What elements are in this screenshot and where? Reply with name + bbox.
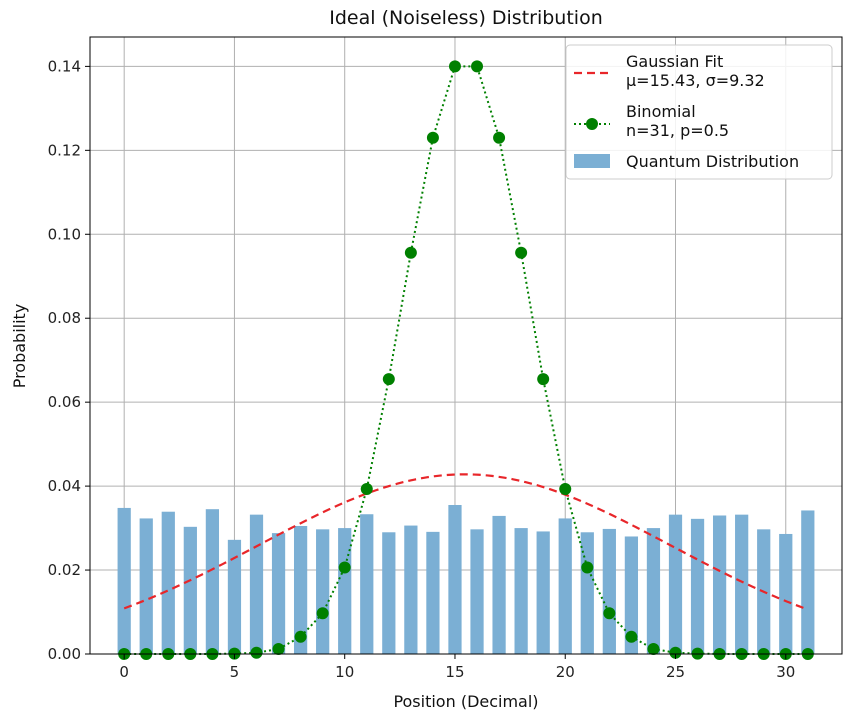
bar bbox=[514, 528, 528, 654]
y-tick-label: 0.06 bbox=[48, 393, 81, 411]
binomial-point bbox=[382, 373, 395, 386]
bar bbox=[271, 533, 286, 654]
x-tick-label: 15 bbox=[445, 663, 464, 681]
gaussian-fit-line bbox=[123, 473, 809, 611]
bar-series bbox=[117, 504, 815, 654]
y-axis-label: Probability bbox=[10, 304, 29, 389]
bar bbox=[536, 531, 550, 654]
bar bbox=[293, 525, 308, 654]
binomial-point bbox=[581, 561, 594, 574]
x-tick-label: 5 bbox=[230, 663, 240, 681]
bar bbox=[690, 518, 705, 654]
chart-title: Ideal (Noiseless) Distribution bbox=[329, 7, 603, 29]
tick-labels: 0 5 10 15 20 25 30 0.00 0.02 0.04 0.06 0.08 0.10 0.12… bbox=[48, 57, 796, 681]
binomial-point bbox=[559, 483, 572, 496]
binomial-series bbox=[118, 60, 814, 660]
y-tick-label: 0.02 bbox=[48, 561, 81, 579]
bar bbox=[735, 514, 749, 654]
bar bbox=[602, 528, 616, 654]
axes bbox=[89, 36, 843, 655]
y-tick-label: 0.14 bbox=[48, 57, 81, 75]
legend-gaussian-label: Gaussian Fit μ=15.43, σ=9.32 bbox=[626, 52, 765, 90]
binomial-point bbox=[426, 131, 439, 144]
plot-frame bbox=[89, 36, 843, 655]
bar bbox=[668, 514, 683, 654]
binomial-point bbox=[338, 561, 351, 574]
x-axis-label: Position (Decimal) bbox=[393, 692, 538, 711]
binomial-point bbox=[625, 630, 638, 643]
bar bbox=[779, 533, 793, 654]
binomial-point bbox=[316, 607, 329, 620]
bar bbox=[117, 507, 131, 654]
legend-binomial-marker bbox=[586, 118, 598, 130]
bar bbox=[360, 514, 374, 654]
x-tick-label: 20 bbox=[556, 663, 575, 681]
legend-binomial-label: Binomial n=31, p=0.5 bbox=[626, 102, 729, 140]
binomial-point bbox=[669, 646, 682, 659]
bar bbox=[426, 531, 440, 654]
bar bbox=[558, 518, 572, 654]
bar bbox=[249, 514, 264, 654]
y-tick-label: 0.12 bbox=[48, 141, 81, 159]
binomial-point bbox=[603, 607, 616, 620]
binomial-point bbox=[471, 60, 484, 73]
binomial-point bbox=[272, 642, 285, 655]
bar bbox=[161, 511, 175, 654]
bar bbox=[404, 525, 418, 654]
legend-quantum-swatch bbox=[574, 154, 610, 168]
legend: Gaussian Fit μ=15.43, σ=9.32 Binomial n=31,… bbox=[565, 44, 833, 180]
binomial-point bbox=[647, 642, 660, 655]
y-tick-label: 0.10 bbox=[48, 225, 81, 243]
binomial-point bbox=[537, 373, 550, 386]
bar bbox=[316, 529, 330, 654]
binomial-point bbox=[250, 646, 263, 659]
binomial-point bbox=[515, 246, 528, 259]
y-tick-label: 0.00 bbox=[48, 645, 81, 663]
x-tick-label: 10 bbox=[335, 663, 354, 681]
y-tick-label: 0.08 bbox=[48, 309, 81, 327]
legend-box bbox=[565, 44, 833, 180]
binomial-point bbox=[493, 131, 506, 144]
bar bbox=[624, 536, 639, 654]
bar bbox=[227, 539, 242, 654]
bar bbox=[448, 504, 462, 654]
bar bbox=[183, 526, 197, 654]
binomial-point bbox=[360, 483, 373, 496]
bar bbox=[382, 532, 396, 654]
bar bbox=[801, 510, 815, 654]
binomial-point bbox=[448, 60, 461, 73]
bar bbox=[139, 518, 153, 654]
binomial-point bbox=[404, 246, 417, 259]
x-tick-label: 30 bbox=[776, 663, 795, 681]
bar bbox=[646, 528, 661, 654]
bar bbox=[338, 528, 352, 654]
x-tick-label: 25 bbox=[666, 663, 685, 681]
bar bbox=[712, 515, 727, 654]
x-tick-label: 0 bbox=[119, 663, 129, 681]
bar bbox=[205, 509, 220, 654]
gaussian-fit-series bbox=[123, 473, 809, 611]
bar bbox=[470, 529, 484, 654]
legend-quantum-label: Quantum Distribution bbox=[626, 152, 799, 171]
binomial-point bbox=[294, 630, 307, 643]
bar bbox=[580, 532, 594, 654]
y-tick-label: 0.04 bbox=[48, 477, 81, 495]
bar bbox=[492, 515, 506, 654]
